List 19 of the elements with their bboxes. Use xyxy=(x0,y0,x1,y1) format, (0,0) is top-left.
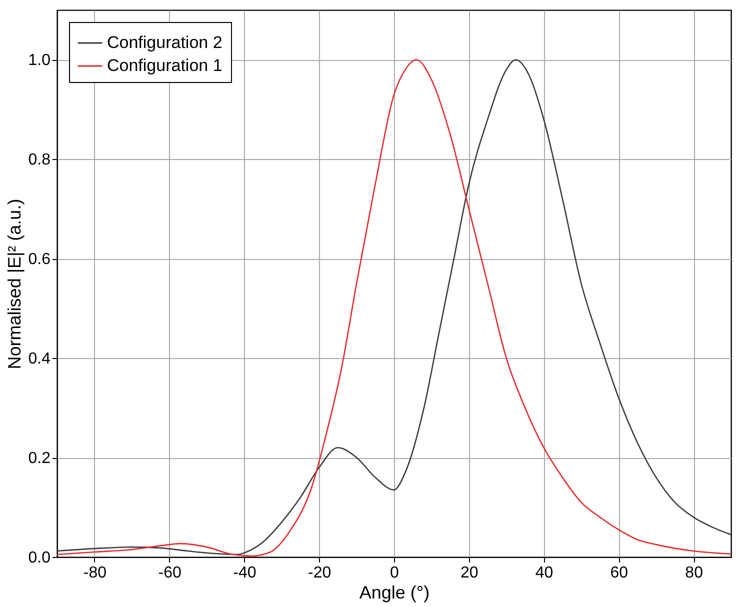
legend-label: Configuration 2 xyxy=(107,33,222,52)
x-tick-label: -40 xyxy=(233,564,256,582)
y-tick-label: 0.4 xyxy=(28,350,51,368)
x-tick-label: 20 xyxy=(460,564,478,582)
y-tick-label: 1.0 xyxy=(28,52,51,70)
x-tick-label: -20 xyxy=(308,564,332,582)
x-tick-label: 60 xyxy=(610,564,628,582)
x-axis-title: Angle (°) xyxy=(359,582,430,602)
x-tick-label: -60 xyxy=(158,564,182,582)
y-axis-title: Normalised |E|² (a.u.) xyxy=(4,198,24,370)
x-tick-label: -80 xyxy=(83,564,107,582)
x-tick-label: 80 xyxy=(685,564,704,582)
x-tick-label: 40 xyxy=(535,564,554,582)
y-tick-label: 0.8 xyxy=(28,152,51,169)
legend-label: Configuration 1 xyxy=(107,56,222,75)
y-tick-label: 0.2 xyxy=(28,450,51,468)
x-tick-label: 0 xyxy=(390,564,400,582)
y-tick-label: 0.0 xyxy=(28,550,51,566)
y-tick-label: 0.6 xyxy=(28,251,51,268)
